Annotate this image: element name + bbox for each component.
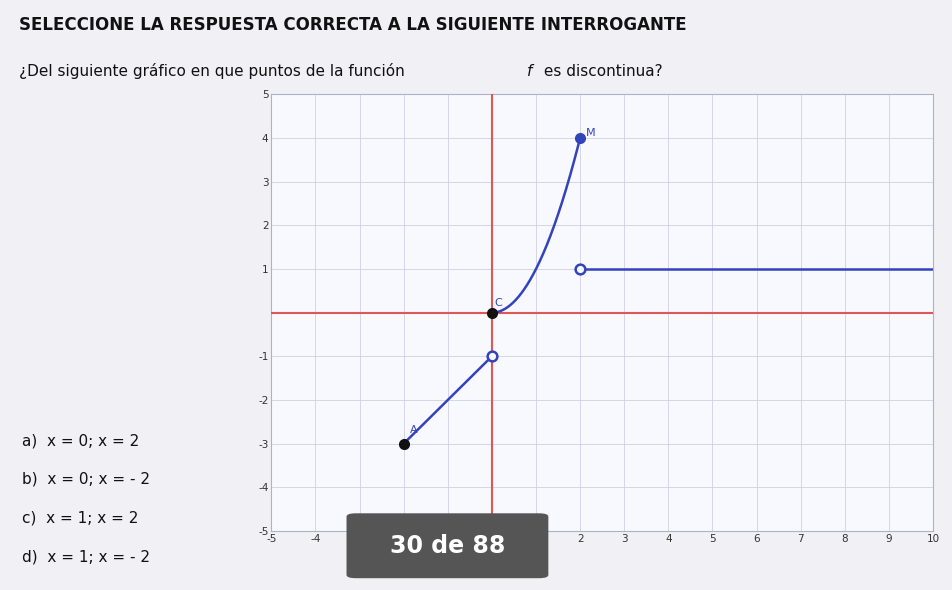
FancyBboxPatch shape bbox=[347, 513, 548, 578]
Text: A: A bbox=[410, 425, 418, 435]
Text: M: M bbox=[585, 128, 595, 138]
Text: f: f bbox=[527, 64, 533, 78]
Text: c)  x = 1; x = 2: c) x = 1; x = 2 bbox=[23, 511, 139, 526]
Text: ¿Del siguiente gráfico en que puntos de la función: ¿Del siguiente gráfico en que puntos de … bbox=[19, 63, 409, 79]
Text: a)  x = 0; x = 2: a) x = 0; x = 2 bbox=[23, 433, 140, 448]
Text: es discontinua?: es discontinua? bbox=[540, 64, 663, 78]
Text: b)  x = 0; x = - 2: b) x = 0; x = - 2 bbox=[23, 472, 150, 487]
Text: SELECCIONE LA RESPUESTA CORRECTA A LA SIGUIENTE INTERROGANTE: SELECCIONE LA RESPUESTA CORRECTA A LA SI… bbox=[19, 16, 686, 34]
Text: C: C bbox=[494, 298, 502, 308]
Text: d)  x = 1; x = - 2: d) x = 1; x = - 2 bbox=[23, 550, 150, 565]
Text: 30 de 88: 30 de 88 bbox=[389, 534, 506, 558]
